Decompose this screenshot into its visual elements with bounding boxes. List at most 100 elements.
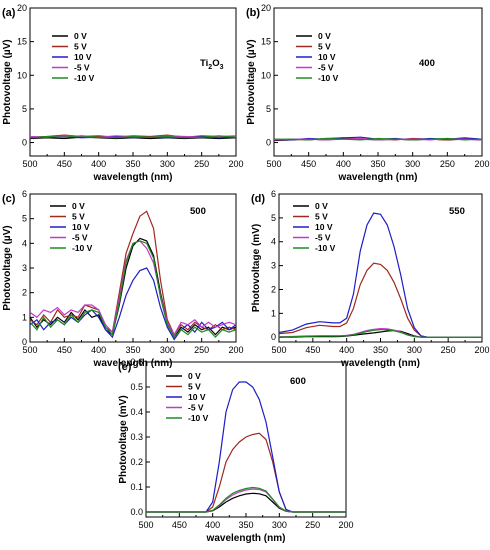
legend-entry: -10 V [74, 73, 95, 83]
series-line-neg10V [274, 137, 482, 141]
series-line-10V [146, 381, 346, 513]
y-axis-label: Photovoltage (µV) [2, 39, 13, 124]
y-tick-label: 15 [17, 37, 27, 47]
series-line-neg10V [146, 486, 346, 513]
x-axis-label: wavelength (nm) [206, 533, 286, 544]
series-line-neg10V [279, 328, 482, 338]
y-tick-label: 15 [261, 37, 271, 47]
y-tick-label: 5 [22, 214, 27, 224]
x-tick-label: 400 [91, 345, 106, 355]
x-tick-label: 450 [57, 345, 72, 355]
panel-annotation: Ti2O3 [200, 58, 224, 71]
x-axis-label: wavelength (nm) [93, 172, 173, 183]
x-tick-label: 500 [138, 520, 153, 530]
legend-entry: -5 V [188, 403, 204, 413]
x-tick-label: 200 [228, 159, 243, 169]
legend-entry: -5 V [318, 63, 334, 73]
y-axis-label: Photovoltage (mV) [251, 224, 262, 312]
x-tick-label: 250 [441, 345, 456, 355]
legend-entry: 0 V [315, 201, 328, 211]
series-line-0V [30, 237, 236, 339]
series-line-neg10V [30, 135, 236, 139]
panel-a: 500 450 400 350 300 250 200 0 5 10 15 20 wavelength … [2, 3, 244, 183]
x-tick-label: 200 [338, 520, 353, 530]
x-tick-label: 400 [91, 159, 106, 169]
series-line-5V [146, 432, 346, 513]
x-tick-label: 500 [266, 159, 281, 169]
x-tick-label: 300 [405, 159, 420, 169]
y-tick-label: 0 [22, 337, 27, 347]
y-tick-label: 3 [271, 261, 276, 271]
y-tick-label: 2 [22, 288, 27, 298]
legend-entry: -10 V [72, 243, 93, 253]
y-tick-label: 1 [22, 312, 27, 322]
panel-annotation: 600 [290, 376, 306, 387]
x-axis-label: wavelength (nm) [93, 358, 173, 369]
plot-frame [273, 7, 483, 157]
y-axis-label: Photovoltage (µV) [246, 39, 257, 124]
y-tick-label: 10 [17, 70, 27, 80]
y-tick-label: 5 [22, 104, 27, 114]
x-tick-label: 400 [339, 345, 354, 355]
panel-letter: (e) [118, 361, 132, 373]
y-tick-label: 0.0 [130, 507, 143, 517]
y-tick-label: 6 [22, 189, 27, 199]
x-tick-label: 250 [194, 345, 209, 355]
legend-entry: 5 V [318, 42, 331, 52]
legend-entry: 5 V [72, 212, 85, 222]
y-tick-label: 0.1 [130, 482, 143, 492]
y-tick-label: 5 [271, 213, 276, 223]
x-tick-label: 500 [22, 159, 37, 169]
y-tick-label: 0 [266, 138, 271, 148]
x-tick-label: 350 [370, 159, 385, 169]
plot-frame [29, 7, 237, 157]
panel-e: 500 450 400 350 300 250 200 0.0 0.1 0.2 0.3 0.4 0.5 0… [118, 357, 354, 544]
legend-entry: 5 V [74, 42, 87, 52]
x-tick-label: 450 [172, 520, 187, 530]
x-tick-label: 250 [440, 159, 455, 169]
y-tick-label: 0 [22, 138, 27, 148]
y-tick-label: 0.2 [130, 457, 143, 467]
x-tick-label: 200 [474, 159, 489, 169]
series-line-neg5V [30, 240, 236, 336]
x-tick-label: 300 [160, 159, 175, 169]
legend-entry: 0 V [318, 31, 331, 41]
series-line-10V [274, 136, 482, 141]
x-tick-label: 350 [125, 345, 140, 355]
series-line-5V [30, 210, 236, 336]
legend-entry: 10 V [318, 52, 336, 62]
x-tick-label: 500 [22, 345, 37, 355]
x-tick-label: 500 [271, 345, 286, 355]
x-tick-label: 400 [205, 520, 220, 530]
y-tick-label: 6 [271, 189, 276, 199]
legend-entry: -5 V [74, 63, 90, 73]
x-tick-label: 250 [305, 520, 320, 530]
x-tick-label: 200 [474, 345, 489, 355]
y-axis-label: Photovoltage (µV) [2, 225, 13, 310]
legend-entry: -5 V [315, 233, 331, 243]
y-tick-label: 5 [266, 104, 271, 114]
panel-annotation: 500 [190, 206, 206, 217]
panel-letter: (a) [2, 7, 16, 19]
x-tick-label: 450 [305, 345, 320, 355]
x-tick-label: 350 [238, 520, 253, 530]
panel-c: 500 450 400 350 300 250 200 0 1 2 3 4 5 6 wavelength (… [2, 189, 244, 369]
x-axis-label: wavelength (nm) [340, 358, 420, 369]
legend-entry: 10 V [315, 222, 333, 232]
series-line-0V [146, 492, 346, 513]
x-tick-label: 300 [160, 345, 175, 355]
legend-entry: 0 V [74, 31, 87, 41]
y-tick-label: 4 [22, 238, 27, 248]
x-tick-label: 400 [336, 159, 351, 169]
series-line-5V [30, 134, 236, 138]
x-tick-label: 200 [228, 345, 243, 355]
x-tick-label: 250 [194, 159, 209, 169]
x-axis-label: wavelength (nm) [338, 172, 418, 183]
series-line-10V [30, 135, 236, 139]
legend-entry: 10 V [72, 222, 90, 232]
y-tick-label: 0.4 [130, 407, 143, 417]
y-tick-label: 10 [261, 70, 271, 80]
series-line-neg10V [30, 240, 236, 339]
y-tick-label: 0 [271, 332, 276, 342]
